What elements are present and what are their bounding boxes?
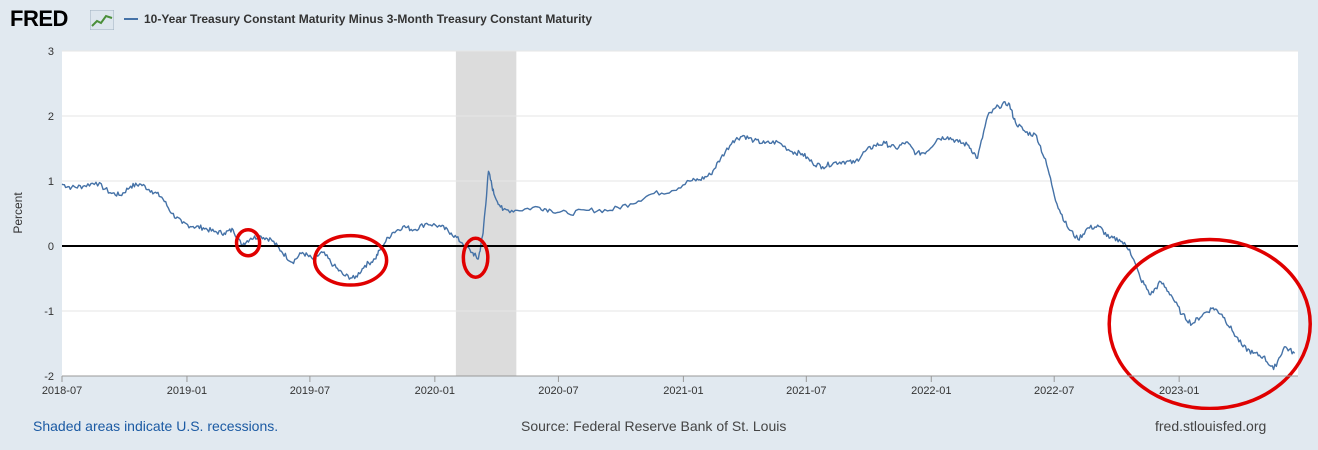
x-tick-label: 2019-01 [167, 385, 207, 397]
y-axis-label: Percent [11, 192, 25, 234]
trend-chart-icon [90, 10, 114, 30]
y-tick-label: 2 [48, 111, 54, 123]
y-axis-ticks: 3 2 1 0 -1 -2 [44, 46, 54, 383]
x-tick-label: 2020-01 [415, 385, 455, 397]
legend-label: 10-Year Treasury Constant Maturity Minus… [144, 12, 593, 26]
y-tick-label: -1 [44, 306, 54, 318]
recession-layer [455, 51, 517, 376]
fred-logo: FRED [10, 6, 68, 31]
x-tick-label: 2022-07 [1034, 385, 1074, 397]
recession-note[interactable]: Shaded areas indicate U.S. recessions. [33, 418, 279, 434]
x-tick-label: 2021-01 [663, 385, 703, 397]
x-axis-ticks: 2018-07 2019-01 2019-07 2020-01 2020-07 2021-… [42, 375, 1298, 397]
chart-legend[interactable]: 10-Year Treasury Constant Maturity Minus… [124, 12, 592, 26]
x-tick-label: 2022-01 [911, 385, 951, 397]
annotation-ellipse [312, 233, 389, 287]
site-link[interactable]: fred.stlouisfed.org [1155, 418, 1267, 434]
annotation-ellipse [1107, 237, 1312, 410]
line-chart[interactable]: 3 2 1 0 -1 -2 2018-07 2019-01 2019-07 2020-01 202… [0, 40, 1318, 410]
x-tick-label: 2019-07 [290, 385, 330, 397]
chart-header: FRED 10-Year Treasury Constant Maturity … [0, 0, 1318, 40]
source-note: Source: Federal Reserve Bank of St. Loui… [521, 418, 787, 434]
y-tick-label: 0 [48, 241, 54, 253]
x-tick-label: 2021-07 [786, 385, 826, 397]
x-tick-label: 2018-07 [42, 385, 82, 397]
annotation-layer [234, 228, 1312, 410]
x-tick-label: 2020-07 [538, 385, 578, 397]
y-tick-label: 3 [48, 46, 54, 58]
annotation-ellipse [461, 236, 490, 279]
legend-swatch [124, 18, 138, 20]
annotation-ellipse [234, 228, 262, 258]
y-tick-label: -2 [44, 371, 54, 383]
recession-band [455, 51, 517, 376]
y-tick-label: 1 [48, 176, 54, 188]
x-tick-label: 2023-01 [1159, 385, 1199, 397]
plot-area [62, 51, 1298, 376]
